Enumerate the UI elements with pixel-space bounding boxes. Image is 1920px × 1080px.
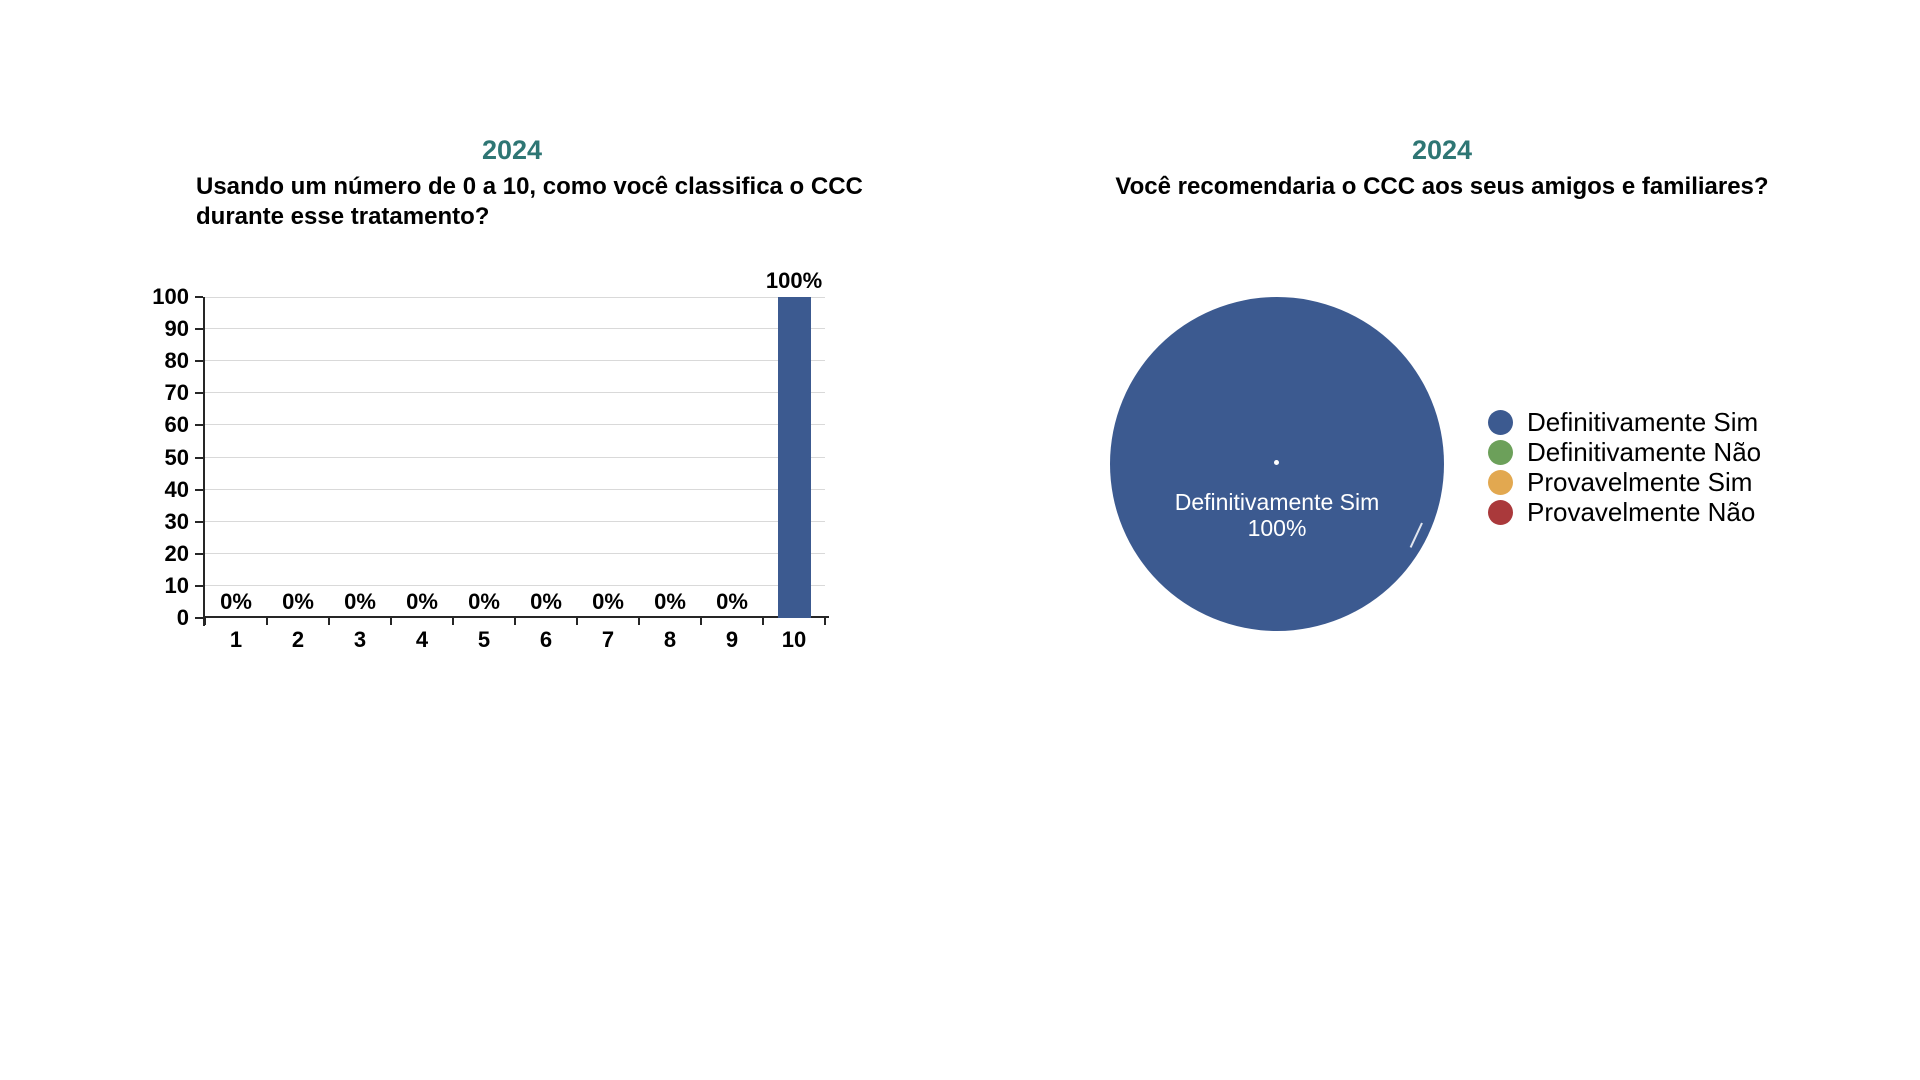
bar-value-label-2: 0% [282, 589, 314, 614]
y-axis-tick [195, 328, 203, 330]
bar-value-label-6: 0% [530, 589, 562, 614]
legend-item-1: Definitivamente Sim [1488, 407, 1761, 437]
x-axis-tick [638, 618, 640, 625]
y-axis-tick-label: 50 [164, 445, 189, 470]
y-axis-tick-label: 20 [164, 541, 189, 566]
legend-swatch-icon [1488, 469, 1513, 495]
y-axis-tick-label: 0 [176, 605, 189, 630]
x-axis-line [203, 616, 829, 618]
gridline-y40 [205, 489, 825, 490]
legend-swatch-icon [1488, 439, 1513, 465]
pie-data-label-name: Definitivamente Sim [1174, 489, 1380, 515]
bar-chart-question: Usando um número de 0 a 10, como você cl… [196, 172, 863, 232]
legend-label: Provavelmente Sim [1527, 467, 1753, 497]
y-axis-line [203, 297, 205, 626]
y-axis-tick [195, 585, 203, 587]
gridline-y70 [205, 392, 825, 393]
legend-item-2: Definitivamente Não [1488, 437, 1761, 467]
x-axis-tick [824, 618, 826, 625]
gridline-y60 [205, 424, 825, 425]
x-axis-tick [328, 618, 330, 625]
y-axis-tick-label: 90 [164, 316, 189, 341]
bar-value-label-9: 0% [716, 589, 748, 614]
y-axis-tick-label: 60 [164, 412, 189, 437]
gridline-y90 [205, 328, 825, 329]
bar-value-label-1: 0% [220, 589, 252, 614]
y-axis-tick [195, 553, 203, 555]
y-axis-tick [195, 617, 203, 619]
y-axis-tick [195, 489, 203, 491]
legend-label: Provavelmente Não [1527, 497, 1756, 527]
x-axis-tick [390, 618, 392, 625]
bar-chart-question-line1: Usando um número de 0 a 10, como você cl… [196, 173, 863, 200]
bar-value-label-8: 0% [654, 589, 686, 614]
y-axis-tick-label: 80 [164, 348, 189, 373]
x-axis-tick [762, 618, 764, 625]
bar-value-label-5: 0% [468, 589, 500, 614]
x-axis-tick [452, 618, 454, 625]
x-axis-category-label-2: 2 [291, 627, 305, 652]
y-axis-tick [195, 457, 203, 459]
pie-chart-year-title: 2024 [1411, 135, 1473, 165]
x-axis-category-label-9: 9 [725, 627, 739, 652]
x-axis-category-label-4: 4 [415, 627, 429, 652]
legend-swatch-icon [1488, 409, 1513, 435]
legend-label: Definitivamente Não [1527, 437, 1762, 467]
x-axis-tick [514, 618, 516, 625]
pie-data-label-value: 100% [1247, 515, 1307, 541]
pie-chart-question: Você recomendaria o CCC aos seus amigos … [1115, 173, 1769, 200]
pie-slice-definitivamente-sim: Definitivamente Sim 100% [1110, 297, 1444, 631]
y-axis-tick [195, 521, 203, 523]
legend-item-3: Provavelmente Sim [1488, 467, 1761, 497]
y-axis-tick-label: 10 [164, 573, 189, 598]
y-axis-tick [195, 360, 203, 362]
x-axis-tick [266, 618, 268, 625]
gridline-y50 [205, 457, 825, 458]
bar-value-label-4: 0% [406, 589, 438, 614]
y-axis-tick [195, 392, 203, 394]
y-axis-tick-label: 70 [164, 380, 189, 405]
x-axis-category-label-5: 5 [477, 627, 491, 652]
gridline-y20 [205, 553, 825, 554]
pie-data-label: Definitivamente Sim 100% [1110, 489, 1444, 541]
x-axis-tick [204, 618, 206, 625]
pie-center-dot [1274, 460, 1279, 465]
bar-category-10 [777, 297, 811, 618]
bar-plot-area: 0 10 20 30 40 50 60 70 80 90 100 0% 1 0% 2 0% 3 0% 4 0% 5 0% 6… [152, 269, 829, 652]
x-axis-category-label-1: 1 [229, 627, 243, 652]
x-axis-category-label-3: 3 [353, 627, 367, 652]
gridline-y10 [205, 585, 825, 586]
bar-chart-question-line2: durante esse tratamento? [196, 203, 490, 230]
bar-value-label-7: 0% [592, 589, 624, 614]
legend-item-4: Provavelmente Não [1488, 497, 1761, 527]
x-axis-tick [576, 618, 578, 625]
x-axis-tick [700, 618, 702, 625]
legend-label: Definitivamente Sim [1527, 407, 1759, 437]
x-axis-category-label-7: 7 [601, 627, 615, 652]
y-axis-tick [195, 296, 203, 298]
gridline-y30 [205, 521, 825, 522]
bar-chart-year-title: 2024 [481, 135, 543, 165]
x-axis-category-label-8: 8 [663, 627, 677, 652]
y-axis-tick [195, 424, 203, 426]
x-axis-category-label-10: 10 [781, 627, 807, 652]
y-axis-tick-label: 100 [152, 284, 189, 309]
pie-legend: Definitivamente Sim Definitivamente Não Pr… [1488, 407, 1761, 527]
y-axis-tick-label: 30 [164, 509, 189, 534]
gridline-y100 [205, 297, 825, 298]
bar-value-label-3: 0% [344, 589, 376, 614]
legend-swatch-icon [1488, 499, 1513, 525]
x-axis-category-label-6: 6 [539, 627, 553, 652]
gridline-y80 [205, 360, 825, 361]
bar-value-label-10: 100% [765, 268, 823, 293]
y-axis-tick-label: 40 [164, 477, 189, 502]
